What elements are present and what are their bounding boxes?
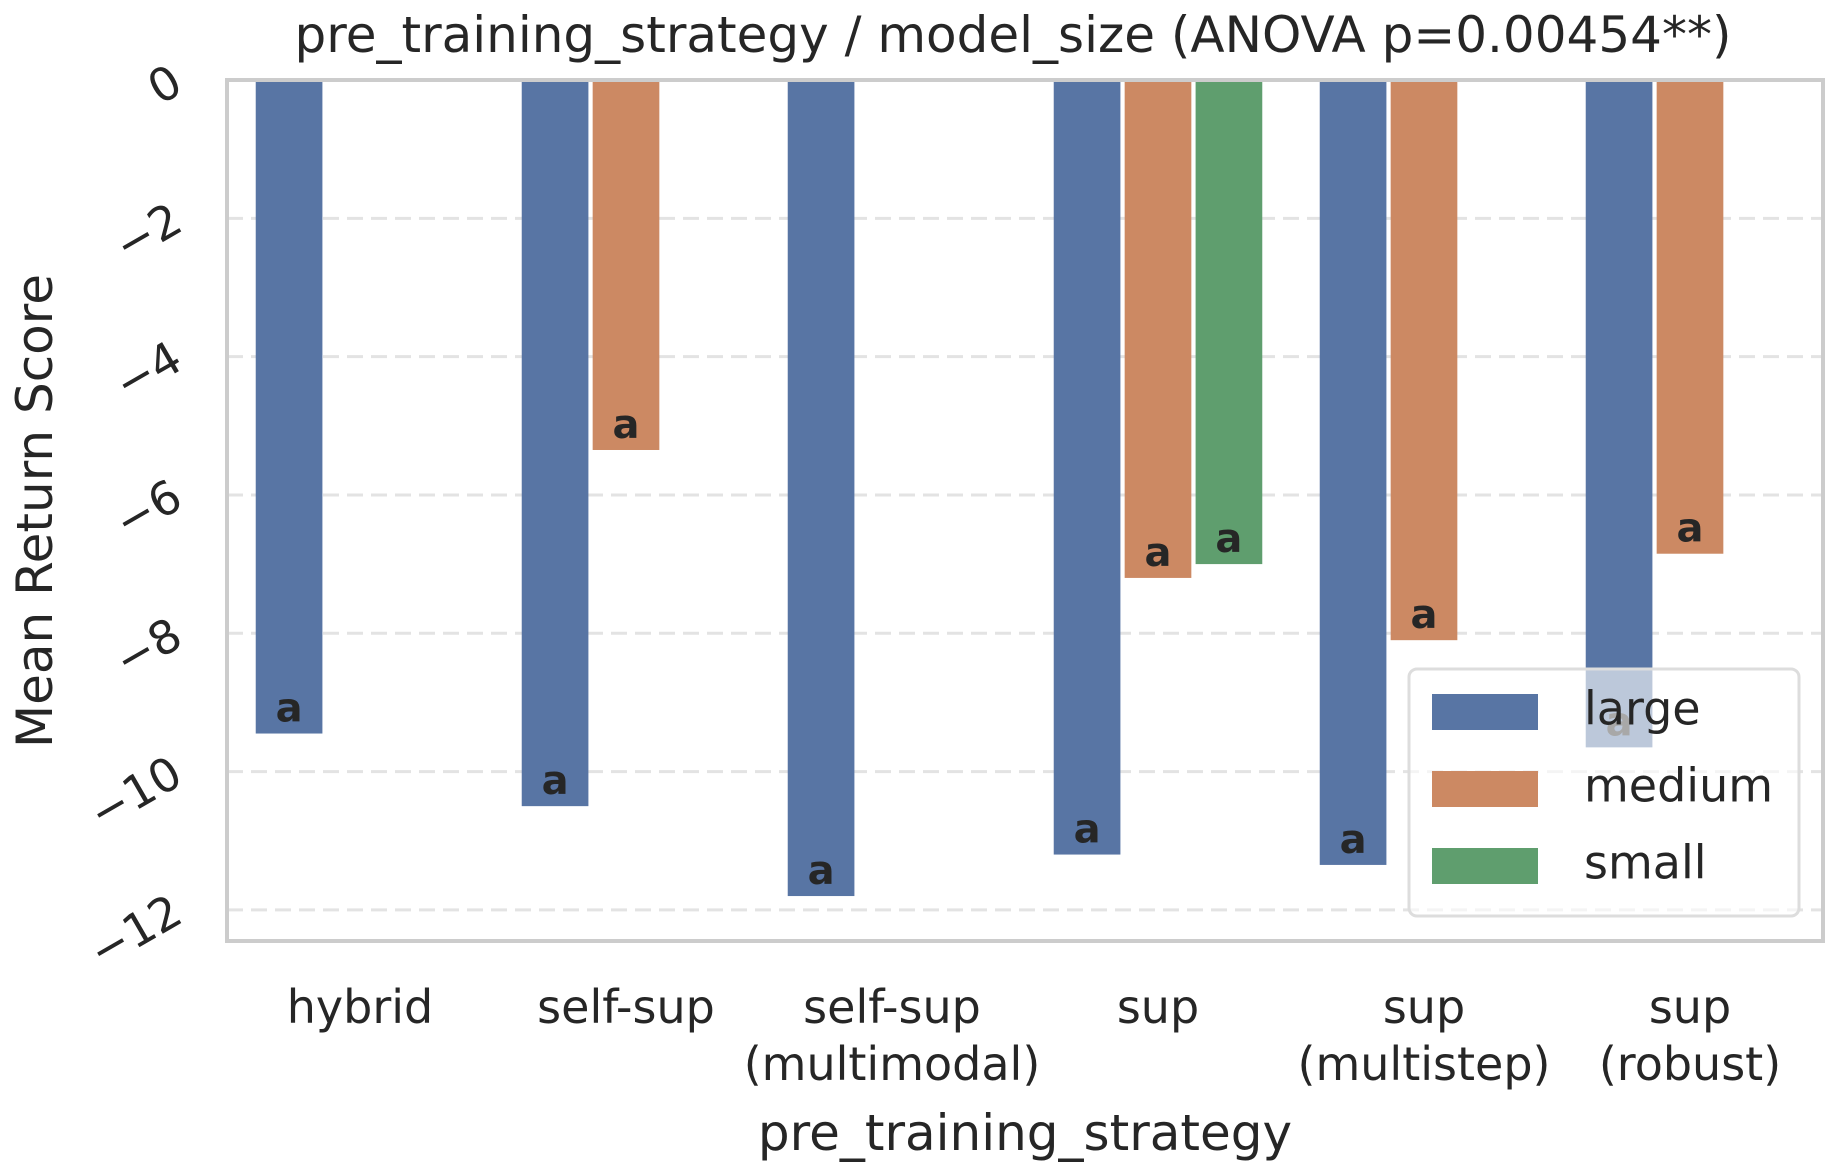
legend-label-large: large (1584, 682, 1701, 736)
x-tick-label-2: self-sup (803, 980, 981, 1034)
x-tick-label-4: sup (1383, 980, 1465, 1034)
y-tick-label: −8 (105, 607, 191, 688)
x-tick-label-5: sup (1649, 980, 1731, 1034)
bar-large-2 (787, 80, 855, 897)
x-tick-label-4: (multistep) (1298, 1037, 1551, 1091)
legend-swatch-small (1432, 848, 1538, 884)
bar-large-4 (1319, 80, 1387, 865)
y-axis-label: Mean Return Score (6, 274, 64, 748)
bar-label-medium-4: a (1411, 592, 1438, 638)
legend-label-medium: medium (1584, 759, 1773, 813)
x-tick-label-2: (multimodal) (744, 1037, 1041, 1091)
bar-label-small-3: a (1215, 516, 1242, 562)
bar-large-1 (521, 80, 589, 807)
y-tick-label: −2 (105, 192, 191, 273)
plot-frame (225, 78, 1825, 943)
y-tick-label: −10 (80, 745, 191, 840)
legend: large medium small (1407, 667, 1801, 918)
bars (255, 80, 1724, 897)
x-axis-label: pre_training_strategy (758, 1104, 1292, 1162)
bar-small-3 (1195, 80, 1263, 565)
bar-medium-1 (592, 80, 660, 450)
bar-label-medium-3: a (1145, 530, 1172, 576)
bar-label-medium-5: a (1677, 506, 1704, 552)
bar-medium-4 (1390, 80, 1458, 641)
x-tick-label-0: hybrid (287, 980, 433, 1034)
y-tick-labels: 0 −2 −4 −6 −8 −10 −12 (80, 54, 191, 979)
bar-medium-3 (1124, 80, 1192, 578)
bar-label-medium-1: a (613, 402, 640, 448)
bar-label-large-3: a (1074, 807, 1101, 853)
gridlines (227, 216, 1823, 912)
bar-medium-5 (1656, 80, 1724, 554)
legend-swatch-large (1432, 694, 1538, 730)
x-tick-label-5: (robust) (1599, 1037, 1781, 1091)
y-tick-label: −12 (80, 883, 191, 978)
x-tick-labels: hybrid self-sup self-sup(multimodal)sup sup… (287, 980, 1781, 1091)
bar-large-0 (255, 80, 323, 734)
bar-label-large-0: a (276, 686, 303, 732)
legend-label-small: small (1584, 836, 1707, 890)
y-tick-label: −6 (105, 469, 191, 550)
chart-title: pre_training_strategy / model_size (ANOV… (295, 6, 1732, 64)
x-tick-label-3: sup (1117, 980, 1199, 1034)
bar-label-large-1: a (542, 758, 569, 804)
bar-large-5 (1585, 80, 1653, 748)
legend-swatch-medium (1432, 771, 1538, 807)
x-tick-label-1: self-sup (537, 980, 715, 1034)
bar-label-large-4: a (1340, 817, 1367, 863)
y-tick-label: −4 (105, 330, 191, 411)
bar-label-large-2: a (808, 848, 835, 894)
y-tick-label: 0 (138, 54, 190, 115)
bar-large-3 (1053, 80, 1121, 855)
